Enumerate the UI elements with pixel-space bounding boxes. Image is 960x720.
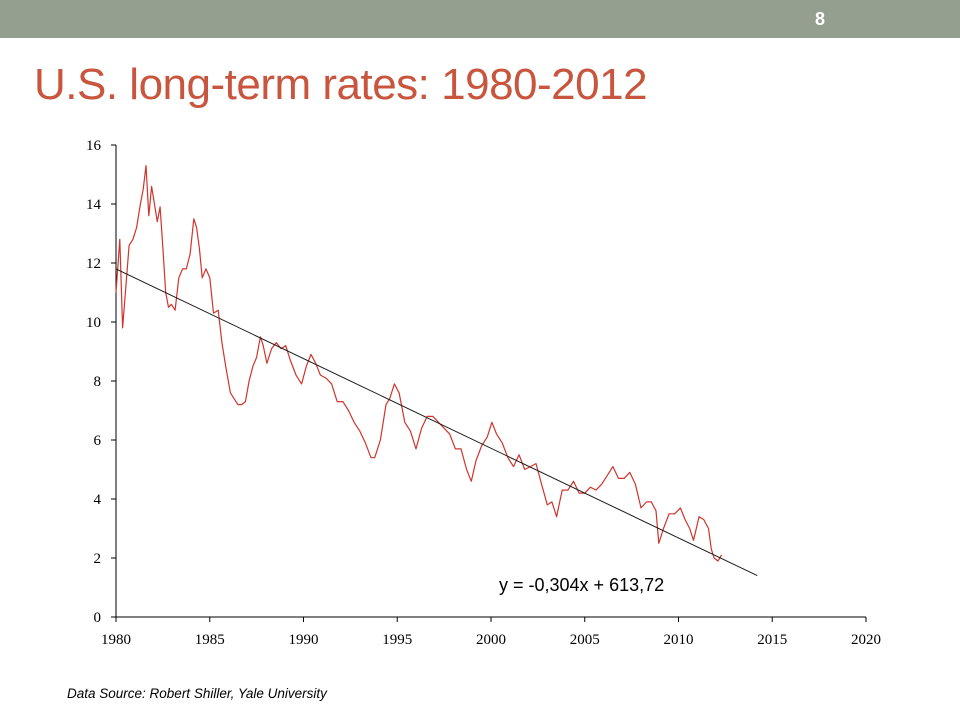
y-tick-label: 0	[94, 610, 102, 626]
x-tick-label: 1985	[195, 632, 225, 648]
source-note: Data Source: Robert Shiller, Yale Univer…	[67, 686, 327, 701]
slide-number: 8	[814, 9, 825, 29]
x-tick-label: 2005	[570, 632, 600, 648]
trendline	[115, 268, 758, 577]
x-tick-label: 1980	[101, 632, 131, 648]
slide-title: U.S. long-term rates: 1980-2012	[34, 60, 648, 109]
trendline-equation-label: y = -0,304x + 613,72	[499, 575, 664, 595]
y-tick-label: 4	[94, 492, 102, 508]
chart-ticks: 0 2 4 6 8 10 12 14 16 1980 1985 1990 1995 2000 2005 201…	[86, 138, 881, 648]
series-line-long-term-rate	[115, 165, 723, 562]
y-tick-label: 16	[86, 138, 102, 154]
y-tick-label: 10	[86, 315, 101, 331]
x-tick-label: 2000	[476, 632, 506, 648]
y-tick-label: 6	[94, 433, 102, 449]
y-tick-label: 12	[86, 256, 101, 272]
y-tick-label: 2	[94, 551, 102, 567]
x-tick-label: 2020	[851, 632, 881, 648]
chart-marks	[115, 165, 758, 577]
x-tick-label: 1995	[382, 632, 412, 648]
header-bar: 8	[0, 0, 960, 38]
x-tick-label: 2010	[664, 632, 694, 648]
y-tick-label: 14	[86, 197, 102, 213]
y-tick-label: 8	[94, 374, 102, 390]
x-tick-label: 1990	[289, 632, 319, 648]
x-tick-label: 2015	[757, 632, 787, 648]
